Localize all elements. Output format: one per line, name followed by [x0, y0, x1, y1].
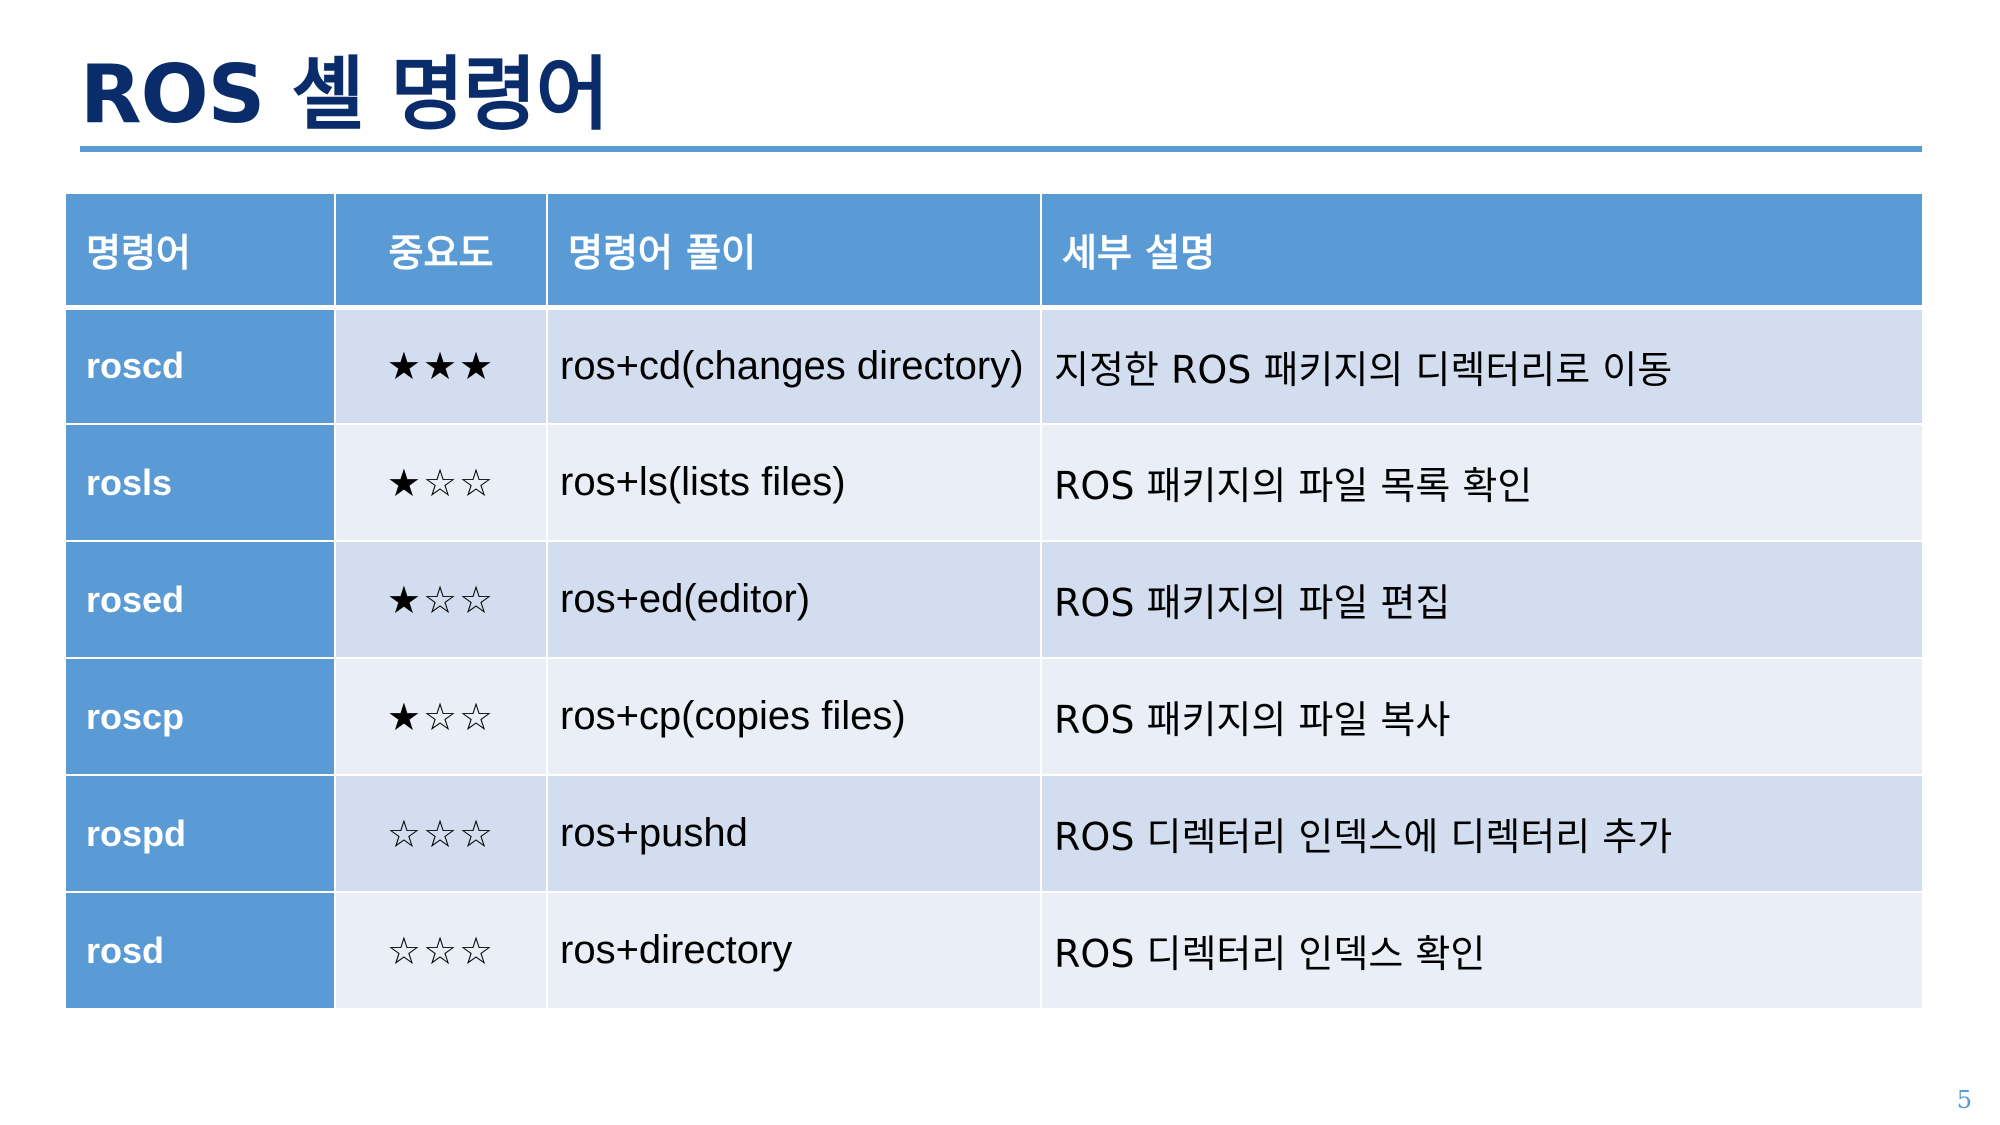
importance-stars: ☆☆☆ — [334, 774, 548, 893]
description-cell: ROS 패키지의 파일 편집 — [1040, 540, 1924, 659]
expansion-cell: ros+cd(changes directory) — [546, 306, 1042, 425]
table-row: rosed ★☆☆ ros+ed(editor) ROS 패키지의 파일 편집 — [64, 540, 1924, 659]
command-cell: rosls — [64, 423, 336, 542]
description-cell: ROS 디렉터리 인덱스 확인 — [1040, 891, 1924, 1010]
importance-stars: ★★★ — [334, 306, 548, 425]
command-cell: rosed — [64, 540, 336, 659]
table-row: roscp ★☆☆ ros+cp(copies files) ROS 패키지의 … — [64, 657, 1924, 776]
header-command: 명령어 — [64, 192, 336, 310]
importance-stars: ★☆☆ — [334, 657, 548, 776]
expansion-cell: ros+pushd — [546, 774, 1042, 893]
table-row: rosls ★☆☆ ros+ls(lists files) ROS 패키지의 파… — [64, 423, 1924, 542]
slide-title: ROS 셸 명령어 — [80, 48, 609, 141]
description-cell: ROS 패키지의 파일 복사 — [1040, 657, 1924, 776]
title-underline — [80, 146, 1922, 152]
table-row: roscd ★★★ ros+cd(changes directory) 지정한 … — [64, 306, 1924, 425]
description-cell: 지정한 ROS 패키지의 디렉터리로 이동 — [1040, 306, 1924, 425]
table-header-row: 명령어 중요도 명령어 풀이 세부 설명 — [64, 192, 1924, 310]
expansion-cell: ros+directory — [546, 891, 1042, 1010]
importance-stars: ★☆☆ — [334, 540, 548, 659]
table-row: rosd ☆☆☆ ros+directory ROS 디렉터리 인덱스 확인 — [64, 891, 1924, 1010]
header-description: 세부 설명 — [1040, 192, 1924, 310]
header-importance: 중요도 — [334, 192, 548, 310]
command-cell: roscp — [64, 657, 336, 776]
command-cell: rosd — [64, 891, 336, 1010]
table-row: rospd ☆☆☆ ros+pushd ROS 디렉터리 인덱스에 디렉터리 추… — [64, 774, 1924, 893]
header-expansion: 명령어 풀이 — [546, 192, 1042, 310]
ros-command-table: 명령어 중요도 명령어 풀이 세부 설명 roscd ★★★ ros+cd(ch… — [64, 192, 1924, 1010]
expansion-cell: ros+ed(editor) — [546, 540, 1042, 659]
command-cell: roscd — [64, 306, 336, 425]
importance-stars: ★☆☆ — [334, 423, 548, 542]
importance-stars: ☆☆☆ — [334, 891, 548, 1010]
command-cell: rospd — [64, 774, 336, 893]
description-cell: ROS 디렉터리 인덱스에 디렉터리 추가 — [1040, 774, 1924, 893]
description-cell: ROS 패키지의 파일 목록 확인 — [1040, 423, 1924, 542]
page-number: 5 — [1956, 1086, 1972, 1114]
expansion-cell: ros+cp(copies files) — [546, 657, 1042, 776]
expansion-cell: ros+ls(lists files) — [546, 423, 1042, 542]
